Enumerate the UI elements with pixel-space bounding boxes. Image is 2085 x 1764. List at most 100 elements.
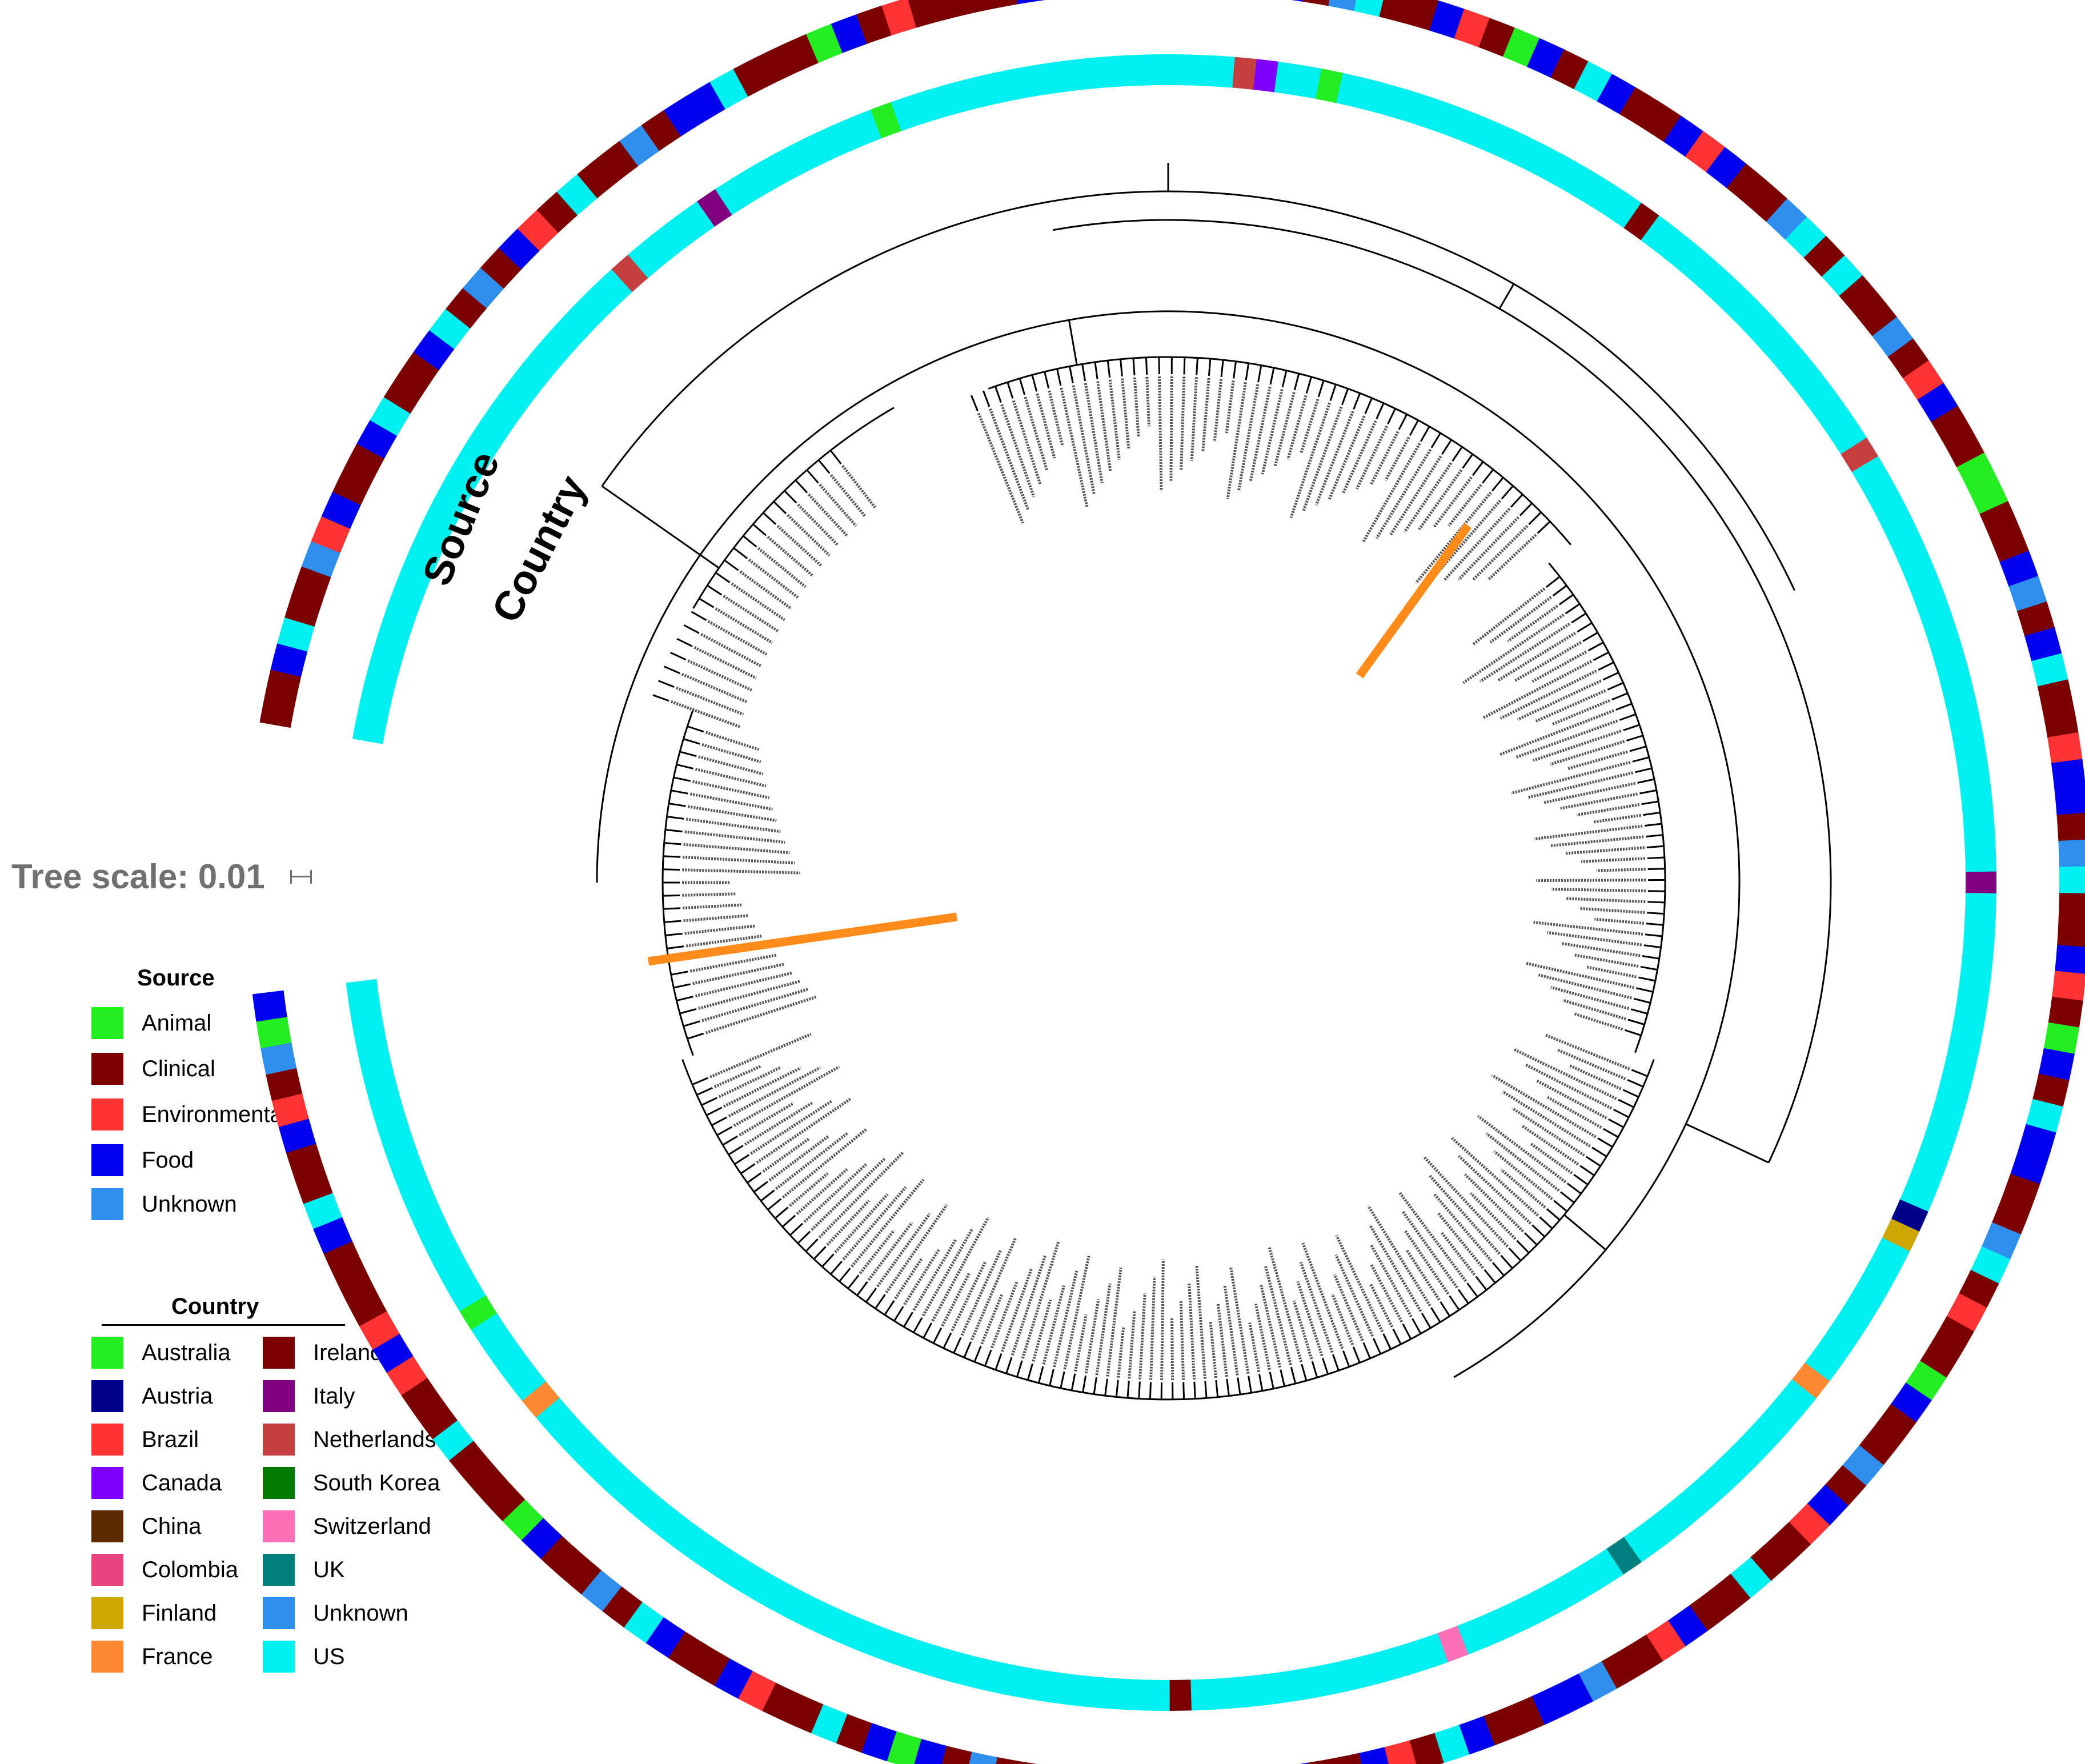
tree-leaf-branch (657, 680, 675, 688)
leaf-label (1179, 1300, 1185, 1380)
legend-country-australia: Australia (91, 1337, 231, 1369)
leaf-label (731, 582, 785, 622)
country-ring-segment (1397, 89, 1428, 126)
tree-leaf-branch (715, 572, 731, 583)
tree-leaf-branch (1630, 1008, 1648, 1015)
source-ring-segment (560, 1553, 602, 1595)
country-ring-segment (372, 1102, 408, 1133)
tree-leaf-branch (652, 694, 669, 702)
country-ring-segment (911, 1641, 942, 1677)
tree-leaf-branch (1553, 1200, 1568, 1212)
legend-label: Brazil (142, 1426, 199, 1452)
leaf-label (1404, 1229, 1450, 1295)
source-ring-segment (831, 14, 868, 53)
country-ring-segment (385, 1142, 422, 1174)
leaf-label (709, 1033, 812, 1079)
tree-leaf-branch (1519, 502, 1533, 516)
tree-leaf-branch (789, 1222, 804, 1236)
leaf-label (841, 464, 876, 508)
source-ring-segment (2037, 679, 2074, 713)
leaf-label (1369, 431, 1400, 486)
country-ring-segment (733, 1561, 768, 1599)
leaf-label (723, 1067, 801, 1108)
leaf-label (941, 1272, 971, 1327)
source-ring-segment (2008, 576, 2047, 612)
source-ring-segment (1919, 1338, 1961, 1378)
source-ring-segment (645, 1617, 685, 1658)
country-ring-segment (1873, 494, 1910, 528)
country-ring-segment (1211, 55, 1236, 88)
tree-leaf-branch (817, 459, 831, 474)
leaf-label (1566, 897, 1646, 904)
country-ring-segment (438, 1258, 475, 1293)
legend-label: South Korea (313, 1470, 440, 1496)
tree-leaf-branch (747, 1172, 762, 1184)
source-ring-segment (2054, 785, 2085, 816)
country-ring-segment (1791, 366, 1830, 403)
legend-country-france: France (91, 1641, 213, 1673)
tree-leaf-branch (1132, 358, 1136, 376)
source-ring-segment (1531, 1685, 1569, 1725)
tree-leaf-branch (1524, 1232, 1538, 1246)
tree-leaf-branch (1301, 1364, 1308, 1381)
leaf-label (1201, 378, 1210, 452)
leaf-label (1487, 534, 1537, 582)
country-ring-segment (1104, 55, 1128, 88)
source-ring-segment (1379, 0, 1412, 24)
leaf-label (688, 805, 777, 822)
leaf-label (1289, 402, 1331, 518)
tree-leaf-branch (706, 1106, 723, 1116)
source-ring-segment (386, 1355, 428, 1396)
tree-leaf-branch (667, 945, 684, 949)
source-ring-segment (1769, 1522, 1811, 1563)
tree-leaf-branch (1482, 469, 1494, 484)
leaf-label (1216, 1304, 1228, 1377)
country-ring-segment (471, 1312, 509, 1348)
leaf-label (1433, 1193, 1493, 1262)
leaf-label (903, 1248, 941, 1305)
tree-leaf-branch (884, 1300, 895, 1316)
leaf-label (1138, 1293, 1146, 1380)
leaf-label (689, 792, 773, 811)
source-ring-segment (936, 0, 968, 21)
country-ring-segment (550, 314, 588, 352)
legend-country-china: China (91, 1510, 202, 1542)
country-ring-segment (953, 1653, 983, 1688)
tree-leaf-branch (1158, 357, 1160, 375)
country-ring-segment (508, 1364, 546, 1401)
swatch-food (91, 1144, 123, 1176)
country-ring-segment (1841, 1293, 1879, 1328)
country-ring-segment (661, 213, 698, 252)
country-ring-segment (1533, 146, 1568, 185)
leaf-label (700, 633, 762, 668)
tree-leaf-branch (943, 1332, 952, 1349)
tree-leaf-branch (1565, 603, 1581, 615)
country-ring-segment (418, 1220, 456, 1254)
leaf-label (1551, 699, 1610, 726)
tree-scale-label: Tree scale: 0.01 (11, 857, 265, 896)
source-ring-segment (483, 1480, 526, 1521)
tree-leaf-branch (673, 983, 691, 989)
source-ring-segment (1968, 476, 2008, 515)
leaf-label (1536, 879, 1646, 883)
source-ring-segment (463, 267, 504, 308)
legend-country-us: US (263, 1641, 345, 1673)
country-ring-segment (409, 1201, 447, 1234)
tree-leaf-branch (784, 490, 797, 504)
tree-leaf-branch (1631, 1069, 1648, 1077)
tree-leaf-branch (676, 638, 693, 647)
leaf-label (733, 1065, 840, 1127)
tree-leaf-branch (1457, 1289, 1469, 1304)
source-ring-segment (1766, 198, 1808, 240)
leaf-label (1457, 1154, 1532, 1225)
leaf-label (744, 1101, 814, 1146)
leaf-label (728, 1066, 821, 1118)
source-ring-segment (311, 515, 351, 553)
tree-leaf-branch (1196, 358, 1198, 375)
leaf-label (1072, 385, 1096, 495)
tree-leaf-branch (1611, 692, 1628, 701)
leaf-label (1569, 1064, 1622, 1091)
source-ring-segment (2038, 1048, 2075, 1081)
leaf-label (1398, 1191, 1467, 1282)
source-ring-segment (995, 1757, 1023, 1764)
